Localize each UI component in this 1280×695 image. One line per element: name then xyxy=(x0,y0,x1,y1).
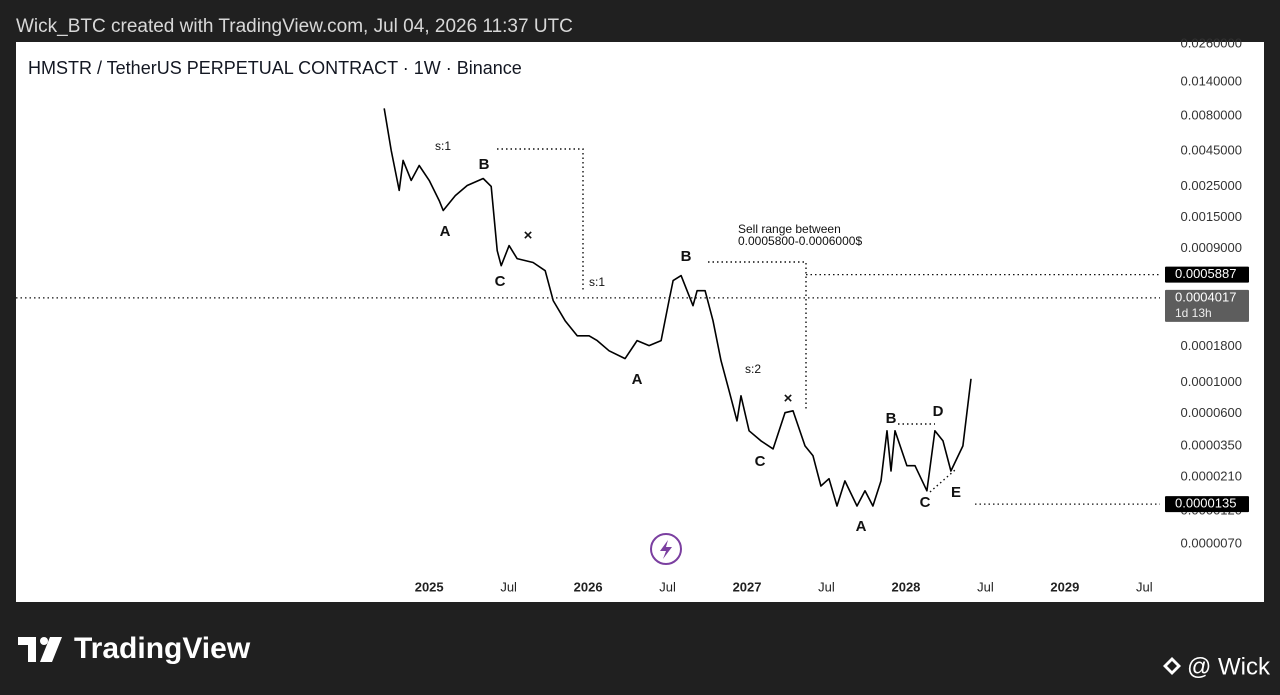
price-label: 0.0004017 xyxy=(1175,289,1236,304)
wave-label: A xyxy=(856,518,867,535)
wave-label: × xyxy=(784,390,793,407)
header: Wick_BTC created with TradingView.com, J… xyxy=(16,16,573,37)
drawings xyxy=(497,148,956,493)
y-tick-label: 0.0000350 xyxy=(1181,438,1242,453)
x-tick-label: 2029 xyxy=(1050,579,1079,594)
price-label: 0.0000135 xyxy=(1175,496,1236,511)
y-tick-label: 0.0025000 xyxy=(1181,178,1242,193)
brand-text: TradingView xyxy=(74,632,251,665)
x-tick-label: 2028 xyxy=(891,579,920,594)
y-tick-label: 0.0001000 xyxy=(1181,374,1242,389)
y-tick-label: 0.0000210 xyxy=(1181,469,1242,484)
wave-label: C xyxy=(755,453,766,470)
wave-label: A xyxy=(440,223,451,240)
x-tick-label: Jul xyxy=(659,579,676,594)
wave-label: B xyxy=(886,410,897,427)
x-tick-label: Jul xyxy=(818,579,835,594)
price-label-box xyxy=(1165,289,1249,322)
y-tick-label: 0.0080000 xyxy=(1181,107,1242,122)
watermark-icon xyxy=(1163,657,1181,675)
wave-label: C xyxy=(920,494,931,511)
price-label-box xyxy=(1165,496,1249,513)
chart-title: HMSTR / TetherUS PERPETUAL CONTRACT · 1W… xyxy=(28,58,522,78)
sell-note: Sell range between xyxy=(738,222,841,236)
x-tick-label: Jul xyxy=(977,579,994,594)
x-tick-label: Jul xyxy=(1136,579,1153,594)
annotations: s:1 B A × C s:1 A B s:2 × C A B D C E Se… xyxy=(435,139,961,535)
wave-label: D xyxy=(933,403,944,420)
y-tick-label: 0.0015000 xyxy=(1181,209,1242,224)
wave-label: A xyxy=(632,371,643,388)
logo-mark xyxy=(18,637,36,662)
y-tick-label: 0.0260000 xyxy=(1181,36,1242,51)
wave-label: s:1 xyxy=(435,139,451,153)
y-tick-label: 0.0001800 xyxy=(1181,338,1242,353)
icon-bolt[interactable] xyxy=(660,540,672,559)
x-tick-label: Jul xyxy=(500,579,517,594)
logo-mark xyxy=(40,637,62,662)
y-tick-label: 0.0045000 xyxy=(1181,142,1242,157)
price-label: 0.0005887 xyxy=(1175,266,1236,281)
price-label-box xyxy=(1165,266,1249,283)
watermark-text: @ Wick xyxy=(1187,653,1271,680)
wave-label: B xyxy=(479,156,490,173)
wave-label: s:1 xyxy=(589,275,605,289)
y-tick-label: 0.0000600 xyxy=(1181,405,1242,420)
watermark: @ Wick xyxy=(1163,653,1271,680)
dotted-guide xyxy=(929,469,956,493)
logo-mark xyxy=(40,637,48,645)
y-tick-label: 0.0009000 xyxy=(1181,240,1242,255)
dotted-guide xyxy=(497,148,584,290)
dotted-guide xyxy=(708,261,807,410)
countdown: 1d 13h xyxy=(1175,306,1212,320)
wave-label: C xyxy=(495,273,506,290)
y-tick-label: 0.0140000 xyxy=(1181,73,1242,88)
icon-ring[interactable] xyxy=(650,533,682,565)
wave-label: × xyxy=(524,227,533,244)
wave-label: B xyxy=(681,248,692,265)
flash-icon[interactable] xyxy=(650,533,682,565)
wave-label: E xyxy=(951,484,961,501)
sell-note: 0.0005800-0.0006000$ xyxy=(738,234,862,248)
x-tick-label: 2025 xyxy=(415,579,444,594)
brand-logo: TradingView xyxy=(18,632,251,665)
x-tick-label: 2027 xyxy=(733,579,762,594)
x-tick-label: 2026 xyxy=(574,579,603,594)
wave-label: s:2 xyxy=(745,362,761,376)
chart-panel xyxy=(16,42,1264,602)
y-tick-label: 0.0000070 xyxy=(1181,536,1242,551)
price-line xyxy=(383,108,972,507)
